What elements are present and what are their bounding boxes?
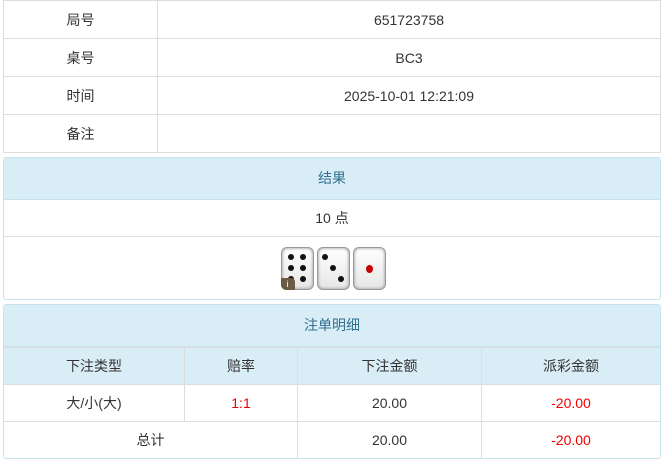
pip bbox=[300, 265, 307, 271]
value: 651723758 bbox=[157, 0, 661, 39]
total-amount: 20.00 bbox=[297, 421, 482, 458]
label: 备注 bbox=[3, 114, 158, 153]
bet-details-title: 注单明细 bbox=[4, 305, 660, 347]
result-points: 10 点 bbox=[4, 200, 660, 237]
pip bbox=[366, 265, 373, 273]
die-3-icon bbox=[316, 246, 350, 290]
header-odds: 赔率 bbox=[184, 347, 298, 385]
bet-type: 大/小(大) bbox=[4, 384, 185, 422]
dice-row: i bbox=[4, 237, 660, 299]
bet-details-panel: 注单明细 下注类型 赔率 下注金额 派彩金额 大/小(大) 1:1 20.00 … bbox=[3, 304, 661, 459]
info-row-note: 备注 bbox=[3, 114, 661, 153]
die-1-icon bbox=[352, 246, 386, 290]
pip bbox=[337, 276, 344, 283]
result-panel: 结果 10 点 i bbox=[3, 157, 661, 300]
value bbox=[157, 114, 661, 153]
die-6-icon: i bbox=[280, 246, 314, 290]
result-title: 结果 bbox=[4, 158, 660, 200]
label: 时间 bbox=[3, 76, 158, 115]
total-row: 总计 20.00 -20.00 bbox=[4, 421, 660, 458]
label: 局号 bbox=[3, 0, 158, 39]
pip bbox=[300, 276, 307, 283]
table-row: 大/小(大) 1:1 20.00 -20.00 bbox=[4, 384, 660, 422]
bet-amount: 20.00 bbox=[297, 384, 482, 422]
pip bbox=[287, 253, 294, 260]
pip bbox=[300, 253, 307, 260]
info-row-table: 桌号 BC3 bbox=[3, 38, 661, 77]
label: 桌号 bbox=[3, 38, 158, 77]
header-payout: 派彩金额 bbox=[481, 347, 660, 385]
pip bbox=[287, 265, 294, 271]
pip bbox=[322, 253, 329, 260]
info-row-round: 局号 651723758 bbox=[3, 0, 661, 39]
header-bet-type: 下注类型 bbox=[4, 347, 185, 385]
total-label: 总计 bbox=[4, 421, 298, 458]
value: 2025-10-01 12:21:09 bbox=[157, 76, 661, 115]
bet-details-table: 下注类型 赔率 下注金额 派彩金额 大/小(大) 1:1 20.00 -20.0… bbox=[4, 347, 660, 458]
pip bbox=[330, 265, 336, 271]
total-payout: -20.00 bbox=[481, 421, 660, 458]
info-badge-icon[interactable]: i bbox=[280, 277, 295, 290]
odds: 1:1 bbox=[184, 384, 298, 422]
header-bet-amount: 下注金额 bbox=[297, 347, 482, 385]
info-row-time: 时间 2025-10-01 12:21:09 bbox=[3, 76, 661, 115]
value: BC3 bbox=[157, 38, 661, 77]
round-info-table: 局号 651723758 桌号 BC3 时间 2025-10-01 12:21:09 … bbox=[3, 0, 661, 153]
payout: -20.00 bbox=[481, 384, 660, 422]
